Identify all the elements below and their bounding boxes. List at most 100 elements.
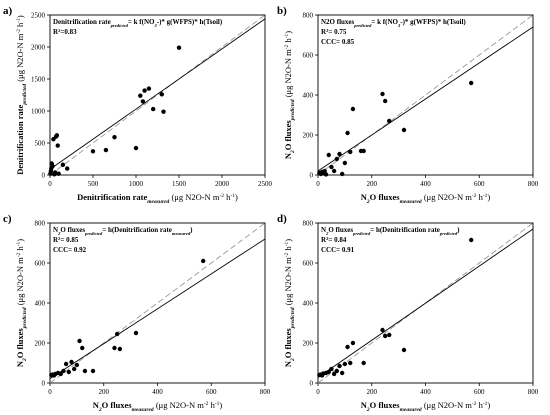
annotation-part: CCC= 0.91 [321, 246, 355, 254]
data-point [56, 171, 61, 176]
data-point [54, 133, 60, 138]
y-tick-label: 200 [35, 340, 46, 348]
annotation-part: 2 [57, 231, 61, 236]
annotation-part: -)* g(WFPS)* h(Tsoil) [157, 18, 223, 26]
annotation-part: 3 [397, 23, 401, 28]
data-point [339, 370, 345, 376]
y-axis-label: Denitrification ratepredicted (μg N2O-N … [15, 15, 28, 175]
y-tick-label: 2000 [31, 44, 46, 52]
data-point [323, 172, 329, 177]
annotation-part: R [321, 236, 327, 244]
panel-label: b) [277, 5, 287, 17]
annotation-part: measured [172, 231, 191, 236]
data-point [387, 118, 392, 124]
data-point [161, 109, 166, 114]
x-axis-label-part: h [476, 192, 483, 202]
y-tick-label: 400 [303, 92, 314, 100]
annotation-part: 2 [58, 236, 61, 241]
y-tick-label: 1500 [31, 76, 46, 84]
data-point [77, 338, 82, 344]
y-axis-label-part: -1 [284, 33, 290, 38]
y-tick-label: 600 [35, 260, 46, 268]
x-axis-label-part: O fluxes [370, 192, 401, 202]
annotation-part: CCC= 0.85 [321, 38, 355, 46]
x-axis-label: N2O fluxesmeasured (μg N2O-N m-2 h-1) [93, 400, 223, 413]
x-axis-label-part: -1 [230, 193, 235, 199]
x-axis-label-part: measured [132, 407, 154, 413]
x-tick-label: 400 [152, 388, 163, 396]
data-point [146, 86, 152, 91]
data-point [65, 166, 70, 171]
annotation-part: = k f(NO [371, 18, 398, 26]
y-tick-label: 0 [310, 172, 314, 180]
data-point [382, 98, 388, 104]
data-point [468, 80, 474, 86]
x-tick-label: 800 [528, 180, 539, 188]
data-point [63, 361, 69, 367]
y-axis-label-part: Denitrification rate [15, 104, 25, 174]
x-tick-label: 0 [316, 180, 320, 188]
y-axis-label-part: N [283, 360, 293, 367]
panel-label: d) [277, 213, 287, 225]
x-tick-label: 0 [48, 180, 52, 188]
annotation-part: Denitrification rate [53, 18, 111, 26]
data-point [339, 171, 345, 177]
data-point [61, 368, 66, 374]
panel-label: a) [3, 5, 13, 17]
y-tick-label: 0 [310, 380, 314, 388]
x-tick-label: 600 [474, 180, 485, 188]
annotation-part: = 0.85 [60, 236, 78, 244]
x-tick-label: 800 [260, 388, 271, 396]
x-axis-label-part: h [476, 400, 483, 410]
y-tick-label: 200 [303, 340, 314, 348]
x-axis-label-part: -2 [472, 401, 477, 407]
y-tick-label: 400 [35, 300, 46, 308]
y-axis-label-part: O fluxes [283, 120, 293, 151]
x-axis-label-part: 2 [366, 407, 370, 413]
y-axis-label-part: N [283, 152, 293, 159]
y-axis-label-part: h [15, 246, 25, 253]
data-point [361, 148, 366, 154]
x-tick-label: 600 [474, 388, 485, 396]
annotation-part: O fluxes [328, 226, 353, 234]
data-point [345, 130, 350, 136]
annotation-part: predicted [110, 23, 129, 28]
y-axis-label-part: -1 [284, 241, 290, 246]
x-axis-label-part: (μg N2O-N m [422, 400, 473, 410]
annotation-part: ) [457, 226, 460, 234]
y-axis-label-part: ) [283, 239, 293, 242]
y-tick-label: 1000 [31, 108, 46, 116]
y-axis-label-part: predicted [22, 84, 28, 106]
y-axis-label-part: O fluxes [283, 328, 293, 359]
data-point [176, 45, 182, 50]
data-point [334, 156, 340, 162]
x-tick-label: 200 [367, 388, 378, 396]
data-point [361, 360, 366, 366]
data-point [151, 106, 156, 112]
annotation-part: O fluxes [60, 226, 85, 234]
annotation-line: N2O fluxespredicted= h(Denitrification r… [53, 226, 193, 236]
y-tick-label: 600 [303, 52, 314, 60]
y-axis-label-part: -2 [284, 44, 290, 49]
x-axis-label-part: Denitrification rate [77, 192, 147, 202]
plot-frame [49, 14, 266, 176]
x-axis-label-part: 2 [98, 407, 102, 413]
annotation-line: CCC= 0.85 [321, 38, 355, 46]
y-axis-label: N2O fluxespredicted (μg N2O-N m-2 h-1) [15, 239, 28, 367]
y-tick-label: 0 [42, 172, 46, 180]
y-axis-label-part: (μg N2O-N m [15, 33, 25, 84]
annotation-part: = h(Denitrification rate [370, 226, 440, 234]
x-axis-label-part: O fluxes [370, 400, 401, 410]
data-point [66, 369, 72, 375]
data-point [117, 346, 123, 352]
annotation-line: N2O fluxespredicted= h(Denitrification r… [321, 226, 460, 236]
data-point [200, 258, 206, 264]
x-tick-label: 1000 [129, 180, 144, 188]
data-point [337, 363, 342, 369]
x-tick-label: 200 [367, 180, 378, 188]
annotation-part: N [53, 226, 58, 234]
data-point [329, 366, 334, 372]
data-point [342, 160, 348, 166]
